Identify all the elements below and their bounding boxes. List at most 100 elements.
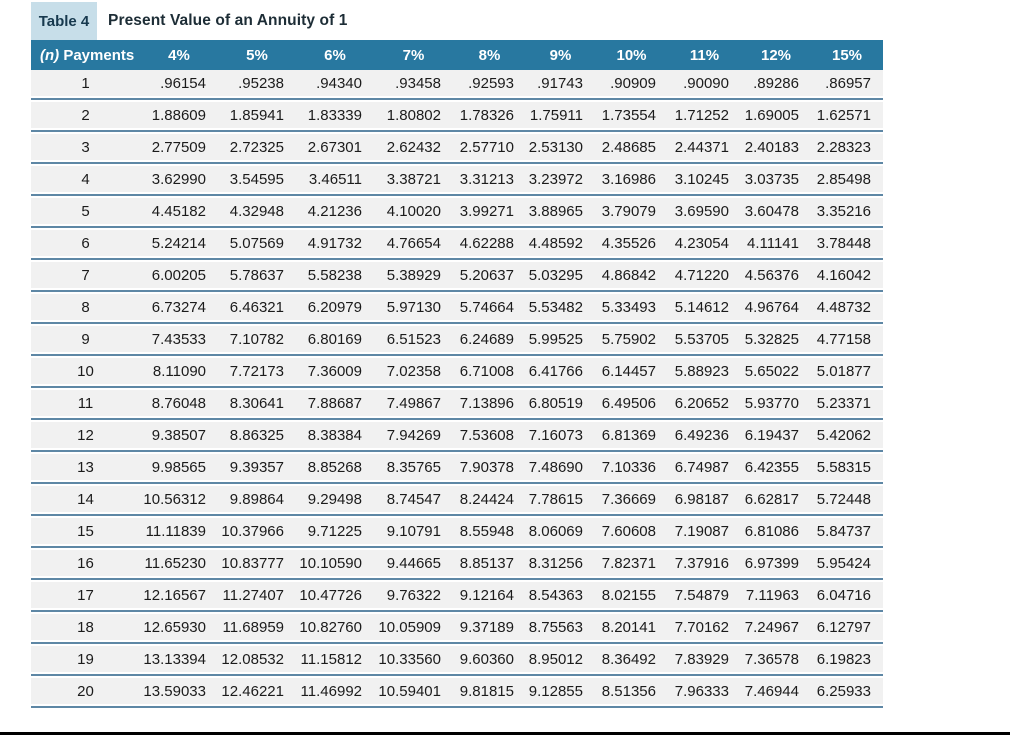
- value-cell: 7.16073: [526, 422, 595, 454]
- value-cell: 10.05909: [374, 614, 453, 646]
- value-cell: 4.91732: [296, 230, 374, 262]
- value-cell: 5.74664: [453, 294, 526, 326]
- value-cell: 5.97130: [374, 294, 453, 326]
- value-cell: 4.86842: [595, 262, 668, 294]
- value-cell: 4.11141: [741, 230, 811, 262]
- value-cell: 6.62817: [741, 486, 811, 518]
- table-body: 1.96154.95238.94340.93458.92593.91743.90…: [31, 70, 883, 710]
- value-cell: 10.83777: [218, 550, 296, 582]
- table-row: 17 12.16567 11.27407 10.47726 9.76322 9.12164…: [31, 582, 883, 614]
- value-cell: 9.38507: [140, 422, 218, 454]
- value-cell: 5.84737: [811, 518, 883, 550]
- value-cell: 2.40183: [741, 134, 811, 166]
- value-cell: 8.55948: [453, 518, 526, 550]
- value-cell: 5.03295: [526, 262, 595, 294]
- value-cell: .93458: [374, 70, 453, 102]
- value-cell: 6.51523: [374, 326, 453, 358]
- value-cell: 6.12797: [811, 614, 883, 646]
- header-row: (n) Payments 4% 5% 6% 7% 8% 9% 10% 11% 12% 15%: [31, 40, 883, 70]
- value-cell: 9.44665: [374, 550, 453, 582]
- value-cell: 6.49236: [668, 422, 741, 454]
- value-cell: 6.71008: [453, 358, 526, 390]
- value-cell: 6.97399: [741, 550, 811, 582]
- payments-cell: 18: [31, 614, 140, 646]
- value-cell: 7.94269: [374, 422, 453, 454]
- value-cell: 6.19823: [811, 646, 883, 678]
- value-cell: 9.12164: [453, 582, 526, 614]
- payments-cell: 10: [31, 358, 140, 390]
- value-cell: 10.82760: [296, 614, 374, 646]
- rate-column-header: 10%: [595, 40, 668, 70]
- value-cell: 2.72325: [218, 134, 296, 166]
- value-cell: .90909: [595, 70, 668, 102]
- value-cell: 2.44371: [668, 134, 741, 166]
- value-cell: 6.19437: [741, 422, 811, 454]
- value-cell: 4.96764: [741, 294, 811, 326]
- value-cell: 3.23972: [526, 166, 595, 198]
- rate-column-header: 15%: [811, 40, 883, 70]
- value-cell: 6.25933: [811, 678, 883, 710]
- table-row: 14 10.56312 9.89864 9.29498 8.74547 8.24424 7.…: [31, 486, 883, 518]
- value-cell: 7.60608: [595, 518, 668, 550]
- value-cell: 7.36578: [741, 646, 811, 678]
- value-cell: 5.99525: [526, 326, 595, 358]
- value-cell: 5.53705: [668, 326, 741, 358]
- value-cell: 5.78637: [218, 262, 296, 294]
- value-cell: 3.31213: [453, 166, 526, 198]
- value-cell: 3.62990: [140, 166, 218, 198]
- payments-cell: 17: [31, 582, 140, 614]
- present-value-annuity-table: (n) Payments 4% 5% 6% 7% 8% 9% 10% 11% 12% 15% 1.…: [31, 40, 883, 710]
- value-cell: 9.76322: [374, 582, 453, 614]
- value-cell: 5.93770: [741, 390, 811, 422]
- value-cell: 2.57710: [453, 134, 526, 166]
- value-cell: 10.56312: [140, 486, 218, 518]
- value-cell: 5.33493: [595, 294, 668, 326]
- value-cell: 8.95012: [526, 646, 595, 678]
- value-cell: 9.71225: [296, 518, 374, 550]
- value-cell: 10.47726: [296, 582, 374, 614]
- table-row: 4 3.62990 3.54595 3.46511 3.38721 3.31213 3.23…: [31, 166, 883, 198]
- value-cell: 9.39357: [218, 454, 296, 486]
- value-cell: 4.48592: [526, 230, 595, 262]
- table-number-badge: Table 4: [31, 2, 97, 40]
- value-cell: 6.42355: [741, 454, 811, 486]
- value-cell: 7.96333: [668, 678, 741, 710]
- value-cell: 8.36492: [595, 646, 668, 678]
- value-cell: 4.16042: [811, 262, 883, 294]
- value-cell: 6.20979: [296, 294, 374, 326]
- value-cell: 5.72448: [811, 486, 883, 518]
- value-cell: 2.77509: [140, 134, 218, 166]
- value-cell: 9.10791: [374, 518, 453, 550]
- value-cell: 2.48685: [595, 134, 668, 166]
- value-cell: 5.32825: [741, 326, 811, 358]
- rate-column-header: 6%: [296, 40, 374, 70]
- value-cell: 7.37916: [668, 550, 741, 582]
- value-cell: 10.10590: [296, 550, 374, 582]
- value-cell: .89286: [741, 70, 811, 102]
- value-cell: 11.15812: [296, 646, 374, 678]
- value-cell: 4.76654: [374, 230, 453, 262]
- value-cell: 3.10245: [668, 166, 741, 198]
- value-cell: 12.65930: [140, 614, 218, 646]
- value-cell: 7.78615: [526, 486, 595, 518]
- value-cell: 7.19087: [668, 518, 741, 550]
- payments-cell: 15: [31, 518, 140, 550]
- value-cell: 1.69005: [741, 102, 811, 134]
- rate-column-header: 4%: [140, 40, 218, 70]
- value-cell: 6.00205: [140, 262, 218, 294]
- payments-cell: 11: [31, 390, 140, 422]
- value-cell: 1.83339: [296, 102, 374, 134]
- value-cell: 6.20652: [668, 390, 741, 422]
- payments-cell: 20: [31, 678, 140, 710]
- value-cell: 6.81369: [595, 422, 668, 454]
- value-cell: 4.56376: [741, 262, 811, 294]
- value-cell: 5.07569: [218, 230, 296, 262]
- value-cell: 10.37966: [218, 518, 296, 550]
- value-cell: 12.16567: [140, 582, 218, 614]
- value-cell: 12.46221: [218, 678, 296, 710]
- value-cell: 6.41766: [526, 358, 595, 390]
- value-cell: 6.80169: [296, 326, 374, 358]
- value-cell: 5.23371: [811, 390, 883, 422]
- payments-cell: 6: [31, 230, 140, 262]
- payments-label: Payments: [63, 46, 135, 64]
